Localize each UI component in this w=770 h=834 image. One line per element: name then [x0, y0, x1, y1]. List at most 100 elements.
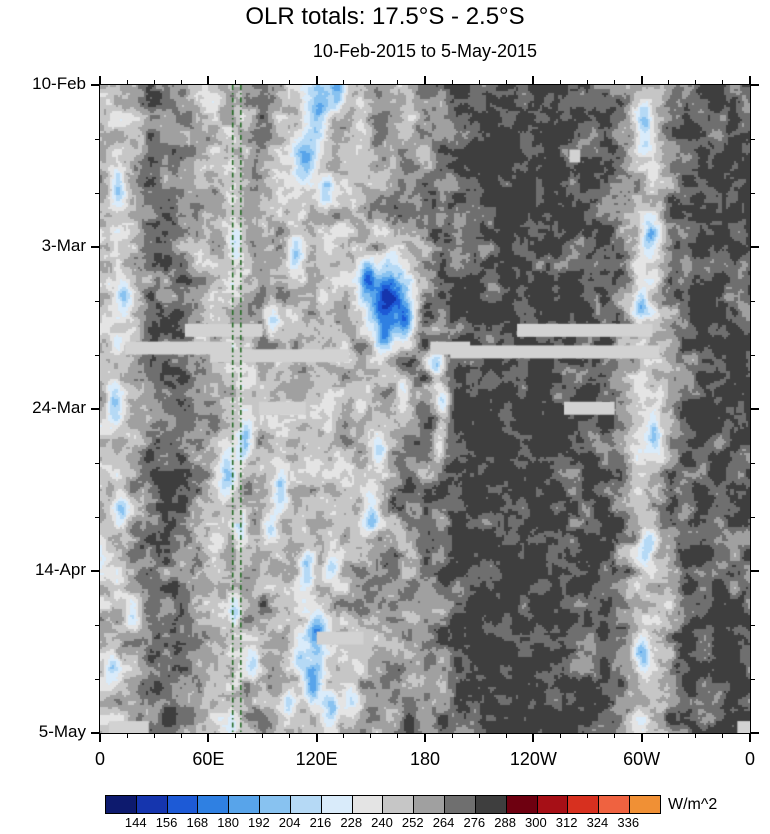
x-major-tick	[424, 76, 426, 85]
colorbar-units-label: W/m^2	[668, 796, 718, 813]
y-minor-tick	[95, 354, 100, 356]
x-minor-tick	[587, 80, 588, 85]
colorbar-tick-label: 276	[463, 815, 486, 830]
x-minor-tick	[587, 733, 588, 738]
y-minor-tick	[750, 138, 755, 140]
x-tick-label: 120E	[295, 749, 338, 769]
y-minor-tick	[750, 354, 755, 356]
x-minor-tick	[153, 733, 155, 738]
colorbar-tick-label: 168	[186, 815, 209, 830]
x-minor-tick	[397, 80, 399, 85]
x-minor-tick	[343, 80, 345, 85]
chart-title: OLR totals: 17.5°S - 2.5°S	[245, 3, 525, 30]
x-major-tick	[532, 76, 535, 85]
x-minor-tick	[451, 80, 453, 85]
x-major-tick	[749, 76, 751, 85]
y-minor-tick	[750, 192, 755, 194]
colorbar-tick-label: 336	[617, 815, 640, 830]
colorbar-box	[352, 796, 384, 813]
y-major-tick	[750, 732, 759, 734]
x-major-tick	[640, 733, 643, 742]
colorbar	[105, 795, 661, 814]
colorbar-tick-label: 252	[401, 815, 424, 830]
y-major-tick	[750, 84, 759, 86]
colorbar-box	[167, 796, 199, 813]
x-minor-tick	[614, 733, 616, 738]
y-tick-label: 24-Mar	[32, 398, 86, 417]
colorbar-tick-label: 228	[340, 815, 363, 830]
colorbar-box	[229, 796, 261, 813]
x-minor-tick	[478, 80, 480, 85]
y-major-tick	[91, 246, 100, 248]
x-tick-label: 180	[409, 749, 441, 769]
colorbar-box	[383, 796, 415, 813]
colorbar-tick-label: 324	[586, 815, 609, 830]
x-minor-tick	[289, 80, 291, 85]
x-minor-tick	[478, 733, 480, 738]
colorbar-box	[414, 796, 446, 813]
x-major-tick	[99, 76, 101, 85]
y-tick-label: 14-Apr	[34, 560, 86, 579]
x-minor-tick	[668, 733, 670, 738]
colorbar-box	[136, 796, 168, 813]
x-major-tick	[640, 76, 643, 85]
y-major-tick	[91, 570, 100, 572]
colorbar-box	[568, 796, 600, 813]
chart-subtitle: 10-Feb-2015 to 5-May-2015	[312, 41, 538, 61]
y-tick-label: 5-May	[38, 722, 86, 741]
y-minor-tick	[95, 138, 100, 140]
y-minor-tick	[750, 624, 755, 626]
x-minor-tick	[505, 733, 507, 738]
colorbar-box	[445, 796, 476, 813]
colorbar-box	[260, 796, 291, 813]
x-minor-tick	[262, 733, 263, 738]
x-major-tick	[207, 733, 210, 742]
x-minor-tick	[234, 80, 236, 85]
colorbar-box	[106, 796, 137, 813]
x-minor-tick	[262, 80, 263, 85]
x-minor-tick	[370, 80, 372, 85]
colorbar-tick-label: 312	[555, 815, 578, 830]
y-minor-tick	[750, 300, 755, 302]
colorbar-box	[630, 796, 660, 813]
x-minor-tick	[153, 80, 155, 85]
x-minor-tick	[370, 733, 372, 738]
x-minor-tick	[695, 80, 697, 85]
x-minor-tick	[126, 733, 128, 738]
x-minor-tick	[289, 733, 291, 738]
colorbar-tick-label: 144	[124, 815, 147, 830]
x-major-tick	[424, 733, 426, 742]
x-tick-label: 0	[744, 749, 755, 769]
x-minor-tick	[668, 80, 670, 85]
colorbar-tick-label: 192	[248, 815, 270, 830]
x-minor-tick	[614, 80, 616, 85]
x-minor-tick	[234, 733, 236, 738]
colorbar-tick-label: 240	[371, 815, 393, 830]
x-major-tick	[99, 733, 101, 742]
y-major-tick	[750, 570, 759, 572]
y-minor-tick	[95, 462, 100, 464]
x-major-tick	[207, 76, 210, 85]
x-major-tick	[315, 76, 318, 85]
y-minor-tick	[95, 192, 100, 194]
y-major-tick	[91, 408, 100, 410]
y-major-tick	[91, 732, 100, 734]
x-minor-tick	[505, 80, 507, 85]
y-minor-tick	[95, 300, 100, 302]
x-minor-tick	[559, 733, 561, 738]
x-minor-tick	[180, 80, 182, 85]
x-major-tick	[749, 733, 751, 742]
x-tick-label: 120W	[509, 749, 557, 769]
x-tick-label: 60W	[623, 749, 661, 769]
x-minor-tick	[695, 733, 697, 738]
x-minor-tick	[559, 80, 561, 85]
colorbar-tick-label: 288	[494, 815, 516, 830]
x-minor-tick	[126, 80, 128, 85]
colorbar-tick-label: 264	[432, 815, 455, 830]
colorbar-box	[290, 796, 322, 813]
y-tick-label: 10-Feb	[32, 74, 86, 93]
colorbar-box	[537, 796, 569, 813]
x-minor-tick	[397, 733, 399, 738]
x-minor-tick	[180, 733, 182, 738]
